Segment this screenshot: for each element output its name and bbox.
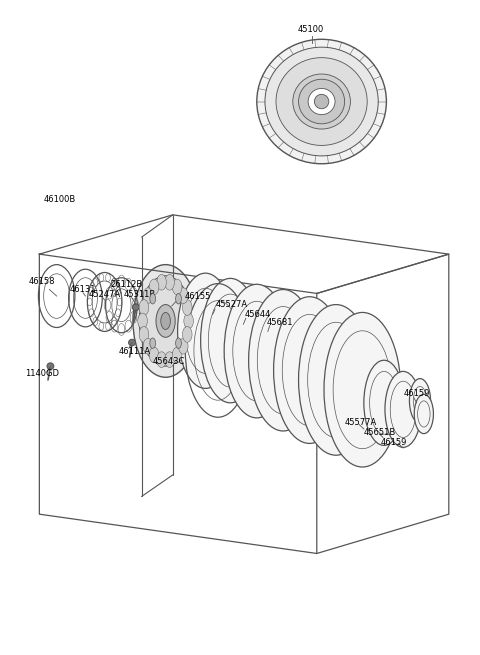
Ellipse shape <box>149 279 159 295</box>
Text: 26112B: 26112B <box>110 280 143 290</box>
Text: 46100B: 46100B <box>43 195 75 204</box>
Text: 45681: 45681 <box>267 318 293 327</box>
Ellipse shape <box>249 290 318 431</box>
Ellipse shape <box>314 94 329 109</box>
Ellipse shape <box>176 293 181 304</box>
Ellipse shape <box>184 313 193 329</box>
Ellipse shape <box>143 339 153 354</box>
Ellipse shape <box>139 327 149 343</box>
Ellipse shape <box>133 265 198 377</box>
Text: 45651B: 45651B <box>363 428 396 437</box>
Ellipse shape <box>257 39 386 164</box>
Ellipse shape <box>308 88 335 115</box>
Ellipse shape <box>139 276 192 366</box>
Ellipse shape <box>157 274 167 290</box>
Text: 45311B: 45311B <box>124 290 156 299</box>
Text: 46111A: 46111A <box>119 347 151 356</box>
Ellipse shape <box>274 297 346 443</box>
Ellipse shape <box>132 304 139 310</box>
Ellipse shape <box>47 363 54 369</box>
Ellipse shape <box>150 338 156 348</box>
Text: 45577A: 45577A <box>345 418 377 427</box>
Text: 46155: 46155 <box>185 291 211 301</box>
Ellipse shape <box>161 312 170 329</box>
Ellipse shape <box>364 360 404 445</box>
Ellipse shape <box>182 299 192 315</box>
Ellipse shape <box>172 347 182 363</box>
Text: 46159: 46159 <box>403 388 430 398</box>
Ellipse shape <box>165 352 174 367</box>
Ellipse shape <box>276 58 367 145</box>
Ellipse shape <box>143 288 153 303</box>
Ellipse shape <box>179 339 188 354</box>
Text: 45247A: 45247A <box>89 290 121 299</box>
Ellipse shape <box>129 339 135 346</box>
Text: 46159: 46159 <box>381 438 407 447</box>
Ellipse shape <box>224 284 289 418</box>
Ellipse shape <box>150 293 156 304</box>
Ellipse shape <box>265 47 378 156</box>
Text: 45100: 45100 <box>298 25 324 34</box>
Ellipse shape <box>324 312 401 467</box>
Ellipse shape <box>156 305 175 337</box>
Text: 45527A: 45527A <box>216 300 248 309</box>
Ellipse shape <box>138 313 147 329</box>
Ellipse shape <box>139 299 149 315</box>
Ellipse shape <box>182 327 192 343</box>
Ellipse shape <box>165 274 174 290</box>
Text: 46158: 46158 <box>29 277 55 286</box>
Ellipse shape <box>178 273 233 388</box>
Ellipse shape <box>299 305 373 455</box>
Text: 1140GD: 1140GD <box>25 369 60 378</box>
Ellipse shape <box>201 278 260 403</box>
Text: 45644: 45644 <box>245 310 271 319</box>
Ellipse shape <box>409 379 431 423</box>
Ellipse shape <box>157 352 167 367</box>
Ellipse shape <box>293 74 350 129</box>
Text: 45643C: 45643C <box>153 357 185 366</box>
Ellipse shape <box>176 338 181 348</box>
Ellipse shape <box>172 279 182 295</box>
Text: 46131: 46131 <box>70 285 96 294</box>
Ellipse shape <box>385 371 421 447</box>
Ellipse shape <box>179 288 188 303</box>
Ellipse shape <box>414 394 433 434</box>
Ellipse shape <box>299 79 345 124</box>
Ellipse shape <box>149 347 159 363</box>
